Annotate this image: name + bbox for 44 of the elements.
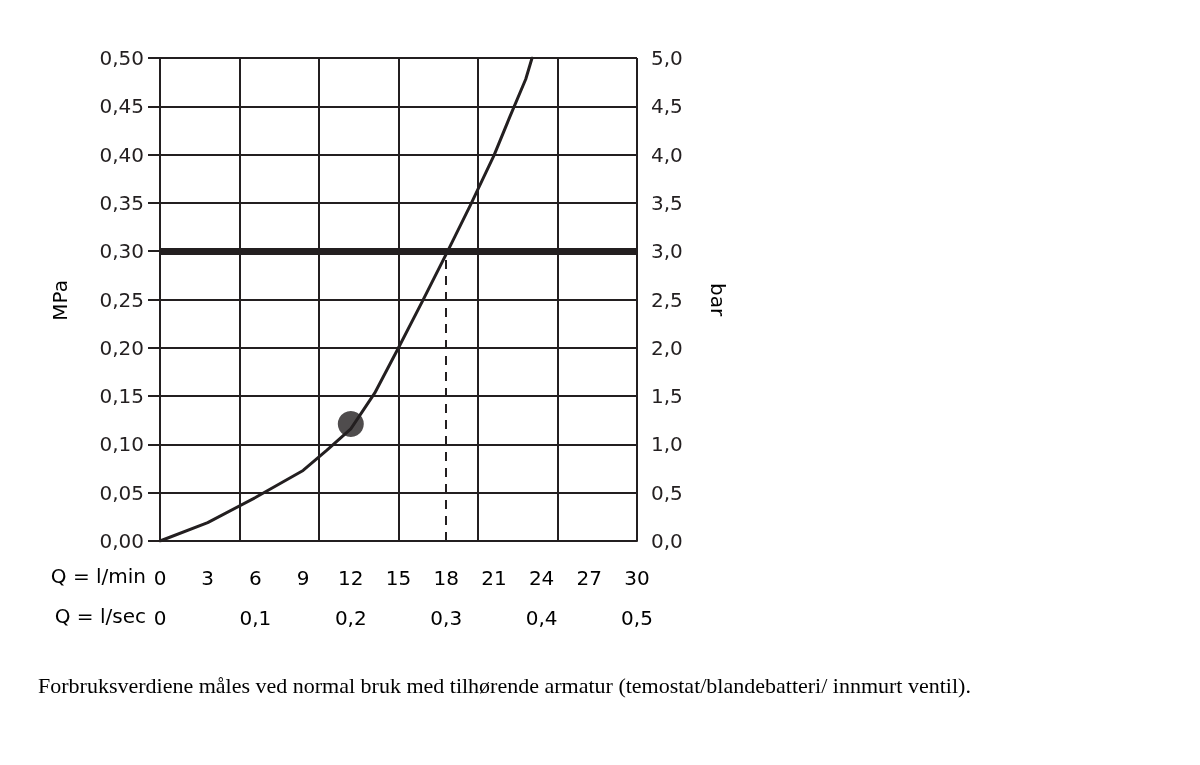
y-tick-label: 0,30 bbox=[99, 239, 144, 264]
y-tick-label: 0,05 bbox=[99, 480, 144, 505]
y2-tick-label: 2,0 bbox=[651, 335, 683, 360]
x-tick-label: 0 bbox=[153, 566, 167, 590]
y-tick-label: 0,40 bbox=[99, 142, 144, 167]
x-tick-label: 3 bbox=[201, 566, 215, 590]
x2-tick-label: 0,3 bbox=[430, 606, 463, 630]
y2-tick-label: 4,0 bbox=[651, 142, 683, 167]
y2-tick-label: 2,5 bbox=[651, 287, 683, 312]
y-tick-label: 0,20 bbox=[99, 335, 144, 360]
y-tick-label: 0,50 bbox=[99, 46, 144, 70]
y-tick-label: 0,10 bbox=[99, 432, 144, 457]
x-tick-label: 9 bbox=[296, 566, 310, 590]
y-tick-label: 0,25 bbox=[99, 287, 144, 312]
x2-tick-label: 0 bbox=[153, 606, 167, 630]
y-axis-title: MPa bbox=[48, 279, 72, 321]
x-tick-label: 12 bbox=[338, 566, 364, 590]
x-tick-label: 21 bbox=[481, 566, 507, 590]
x-axis-title: Q = l/min bbox=[50, 564, 147, 588]
x-tick-label: 15 bbox=[385, 566, 412, 590]
y-tick-label: 0,15 bbox=[99, 384, 144, 409]
y2-tick-label: 0,5 bbox=[651, 480, 683, 505]
x2-tick-label: 0,5 bbox=[621, 606, 653, 630]
x-tick-label: 18 bbox=[433, 566, 459, 590]
x2-tick-label: 0,2 bbox=[334, 606, 367, 630]
y2-tick-label: 1,5 bbox=[651, 384, 683, 409]
x-tick-label: 24 bbox=[528, 566, 555, 590]
x-tick-label: 6 bbox=[249, 566, 262, 590]
y2-tick-label: 5,0 bbox=[651, 46, 683, 70]
x2-tick-label: 0,1 bbox=[239, 606, 272, 630]
text: Forbruksverdiene måles ved normal bruk med tilhørende armatur (temostat/blandebatteri/ innmurt ventil). bbox=[38, 672, 971, 698]
y2-tick-label: 3,0 bbox=[651, 239, 683, 264]
x-tick-label: 27 bbox=[576, 566, 603, 590]
y-tick-label: 0,00 bbox=[99, 529, 144, 553]
x2-axis-title: Q = l/sec bbox=[54, 604, 146, 628]
y2-tick-label: 4,5 bbox=[651, 94, 683, 119]
x-tick-label: 30 bbox=[624, 566, 650, 590]
y2-tick-label: 1,0 bbox=[651, 432, 683, 457]
x2-tick-label: 0,4 bbox=[525, 606, 558, 630]
y2-axis-title: bar bbox=[706, 283, 730, 317]
y2-tick-label: 3,5 bbox=[651, 190, 683, 215]
y-tick-label: 0,35 bbox=[99, 190, 144, 215]
y2-tick-label: 0,0 bbox=[651, 529, 683, 553]
y-tick-label: 0,45 bbox=[99, 94, 144, 119]
